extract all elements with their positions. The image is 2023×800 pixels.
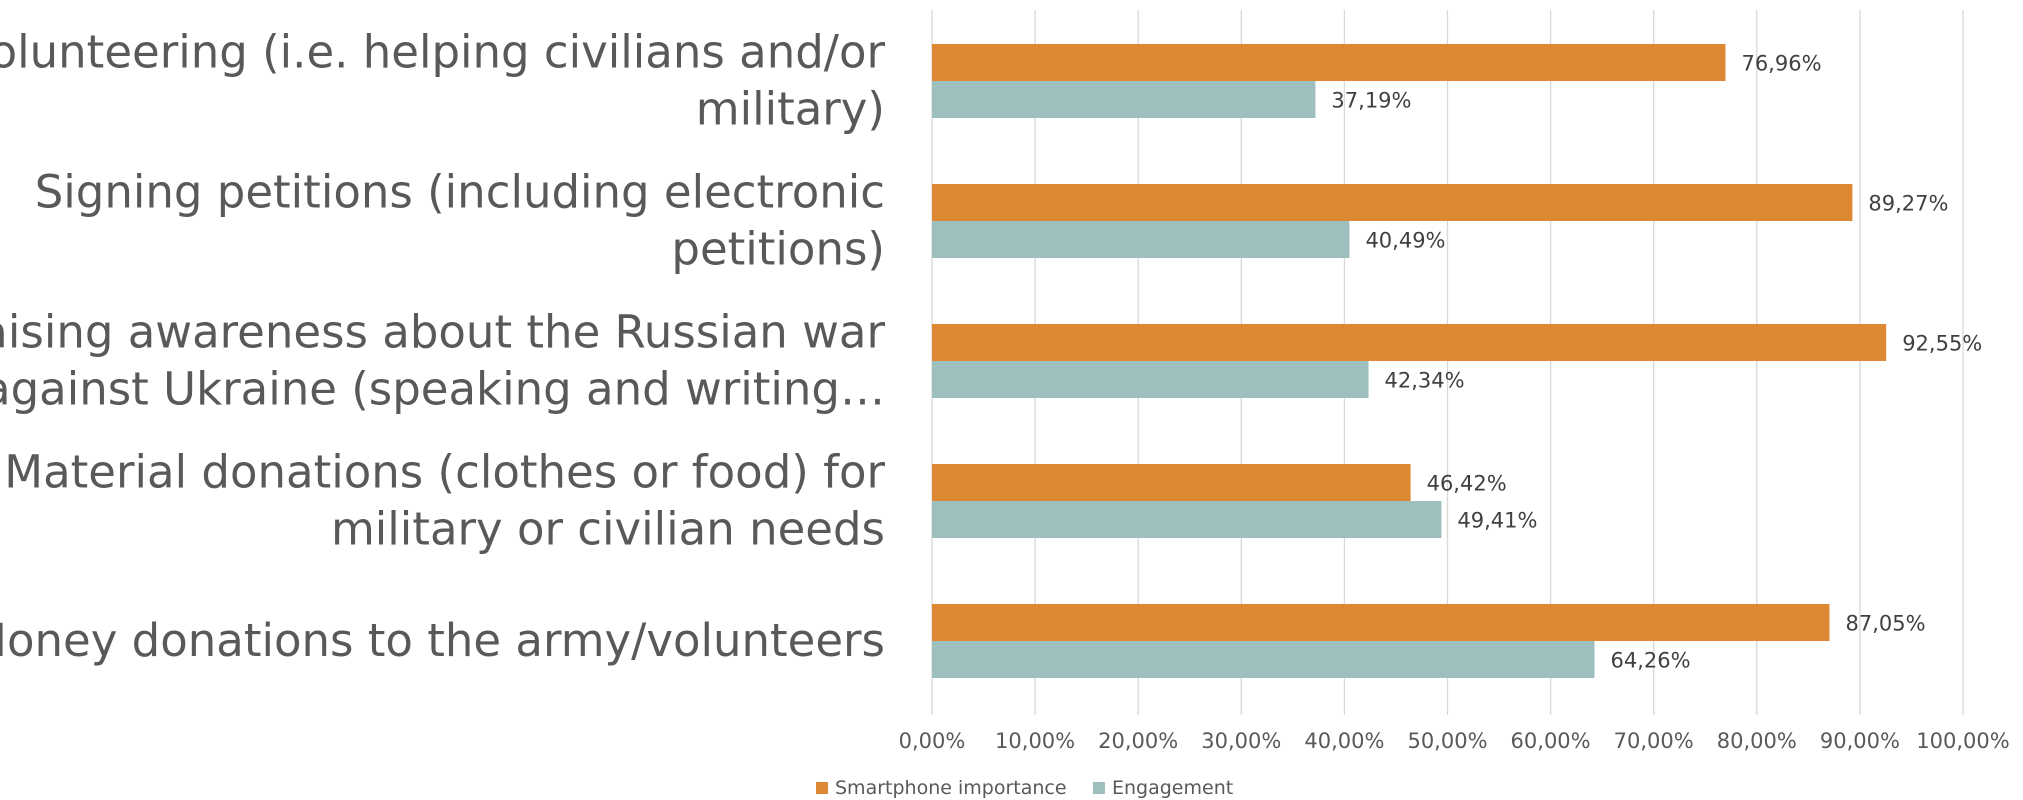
- x-tick-label-5: 50,00%: [1407, 729, 1487, 753]
- category-label-line: military or civilian needs: [331, 503, 885, 556]
- x-tick-label-3: 30,00%: [1201, 729, 1281, 753]
- legend-label-smartphone-importance: Smartphone importance: [835, 777, 1067, 799]
- category-label-line: petitions): [671, 223, 885, 276]
- category-labels: Volunteering (i.e. helping civilians and…: [0, 26, 885, 668]
- bar-engagement-2: [932, 361, 1369, 398]
- x-tick-label-9: 90,00%: [1820, 729, 1900, 753]
- bar-engagement-3: [932, 501, 1442, 538]
- data-label-smartphone-importance-4: 87,05%: [1845, 612, 1925, 636]
- bar-smartphone-importance-3: [932, 464, 1411, 501]
- bars: [932, 44, 1887, 678]
- category-label-0: Volunteering (i.e. helping civilians and…: [0, 26, 885, 136]
- data-label-engagement-2: 42,34%: [1385, 369, 1465, 393]
- category-label-line: Volunteering (i.e. helping civilians and…: [0, 26, 885, 79]
- category-label-4: Money donations to the army/volunteers: [0, 614, 885, 667]
- x-tick-label-2: 20,00%: [1098, 729, 1178, 753]
- legend-swatch-smartphone-importance: [816, 782, 828, 794]
- category-label-3: Material donations (clothes or food) for…: [4, 446, 885, 556]
- data-label-engagement-0: 37,19%: [1331, 89, 1411, 113]
- category-label-2: Raising awareness about the Russian war a…: [0, 306, 885, 416]
- x-tick-label-8: 80,00%: [1717, 729, 1797, 753]
- x-axis-ticks: 0,00% 10,00% 20,00% 30,00% 40,00% 50,00% 60,00…: [899, 729, 2010, 753]
- data-label-smartphone-importance-0: 76,96%: [1741, 52, 1821, 76]
- data-label-smartphone-importance-1: 89,27%: [1868, 192, 1948, 216]
- category-label-line: military): [696, 83, 885, 136]
- legend: Smartphone importance Engagement: [816, 777, 1233, 799]
- bar-engagement-0: [932, 81, 1316, 118]
- data-label-engagement-4: 64,26%: [1611, 649, 1691, 673]
- data-label-engagement-1: 40,49%: [1365, 229, 1445, 253]
- data-label-smartphone-importance-2: 92,55%: [1902, 332, 1982, 356]
- category-label-line: Money donations to the army/volunteers: [0, 614, 885, 667]
- x-tick-label-6: 60,00%: [1511, 729, 1591, 753]
- bar-smartphone-importance-0: [932, 44, 1726, 81]
- x-tick-label-1: 10,00%: [995, 729, 1075, 753]
- category-label-line: Signing petitions (including electronic: [35, 166, 885, 219]
- category-label-1: Signing petitions (including electronic p…: [35, 166, 885, 276]
- data-label-smartphone-importance-3: 46,42%: [1427, 472, 1507, 496]
- data-label-engagement-3: 49,41%: [1457, 509, 1537, 533]
- bar-smartphone-importance-2: [932, 324, 1887, 361]
- bar-engagement-4: [932, 641, 1595, 678]
- x-tick-label-0: 0,00%: [899, 729, 966, 753]
- category-label-line: Raising awareness about the Russian war: [0, 306, 885, 359]
- bar-smartphone-importance-1: [932, 184, 1853, 221]
- x-tick-label-10: 100,00%: [1916, 729, 2009, 753]
- x-tick-label-7: 70,00%: [1614, 729, 1694, 753]
- category-label-line: against Ukraine (speaking and writing…: [0, 363, 885, 416]
- bar-smartphone-importance-4: [932, 604, 1830, 641]
- legend-label-engagement: Engagement: [1112, 777, 1233, 799]
- x-tick-label-4: 40,00%: [1304, 729, 1384, 753]
- data-labels: 76,96% 37,19% 89,27% 40,49% 92,55% 42,34% 46,4…: [1331, 52, 1982, 673]
- legend-swatch-engagement: [1093, 782, 1105, 794]
- category-label-line: Material donations (clothes or food) for: [4, 446, 885, 499]
- bar-engagement-1: [932, 221, 1350, 258]
